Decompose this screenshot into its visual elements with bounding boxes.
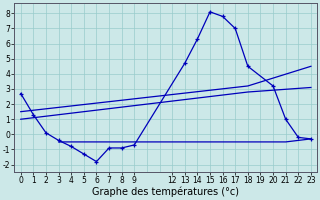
X-axis label: Graphe des températures (°c): Graphe des températures (°c) xyxy=(92,187,239,197)
